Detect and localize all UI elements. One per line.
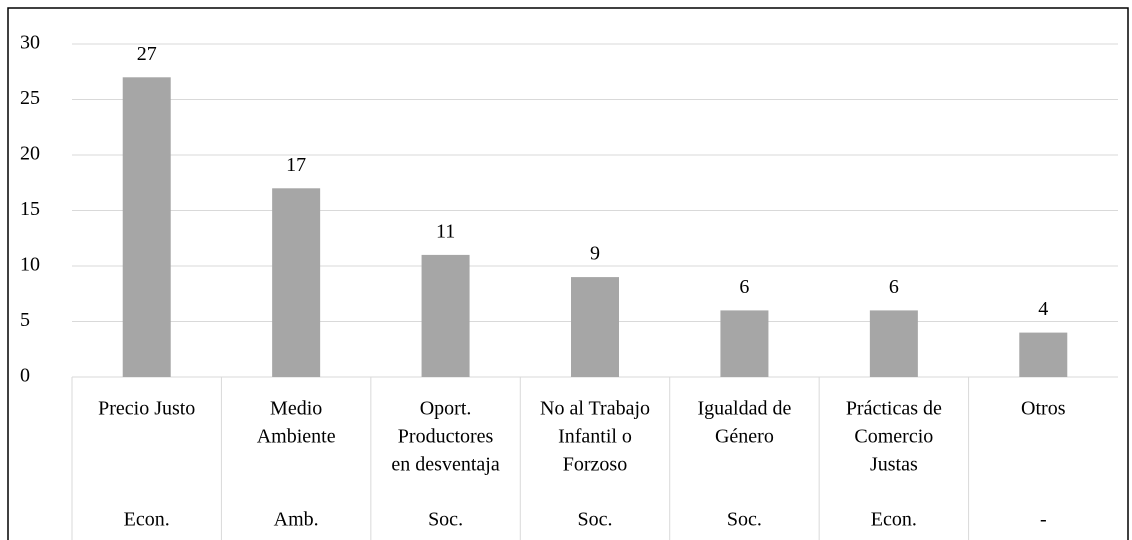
value-label: 11 — [436, 220, 455, 242]
group-label: Soc. — [727, 509, 762, 531]
x-tick-label: Oport. — [420, 398, 472, 420]
bar — [272, 188, 320, 377]
x-tick-label: Justas — [870, 454, 918, 476]
group-label: Amb. — [274, 509, 319, 531]
value-label: 6 — [889, 276, 899, 298]
y-tick-label: 0 — [20, 365, 30, 387]
value-label: 17 — [286, 154, 306, 176]
x-tick-label: Otros — [1021, 398, 1066, 420]
bar — [422, 255, 470, 377]
x-tick-label: Forzoso — [563, 454, 627, 476]
x-tick-label: Prácticas de — [846, 398, 942, 420]
x-tick-label: No al Trabajo — [540, 398, 650, 420]
x-tick-label: Infantil o — [558, 426, 632, 448]
group-label: Econ. — [871, 509, 917, 531]
value-label: 4 — [1038, 298, 1048, 320]
x-tick-label: Género — [715, 426, 774, 448]
x-tick-label: Precio Justo — [98, 398, 195, 420]
y-tick-label: 20 — [20, 143, 40, 165]
y-tick-label: 25 — [20, 87, 40, 109]
x-tick-label: Comercio — [854, 426, 933, 448]
value-label: 9 — [590, 243, 600, 265]
x-tick-label: Igualdad de — [697, 398, 791, 420]
group-label: Soc. — [578, 509, 613, 531]
y-tick-label: 10 — [20, 254, 40, 276]
bar — [123, 77, 171, 377]
y-tick-label: 15 — [20, 198, 40, 220]
group-label: - — [1040, 509, 1047, 531]
chart: 0 5 10 15 20 25 30 27 Precio Justo Econ. 17 Medio Am… — [0, 0, 1132, 540]
x-tick-label: Productores — [398, 426, 494, 448]
group-label: Econ. — [124, 509, 170, 531]
bar — [720, 310, 768, 377]
group-label: Soc. — [428, 509, 463, 531]
y-tick-label: 5 — [20, 309, 30, 331]
x-tick-label: Medio — [270, 398, 322, 420]
x-tick-label: Ambiente — [257, 426, 336, 448]
page: 0 5 10 15 20 25 30 27 Precio Justo Econ. 17 Medio Am… — [0, 0, 1132, 540]
bar — [1019, 333, 1067, 377]
bar — [571, 277, 619, 377]
value-label: 6 — [739, 276, 749, 298]
bar — [870, 310, 918, 377]
value-label: 27 — [137, 43, 157, 65]
y-tick-label: 30 — [20, 32, 40, 54]
x-tick-label: en desventaja — [391, 454, 499, 476]
